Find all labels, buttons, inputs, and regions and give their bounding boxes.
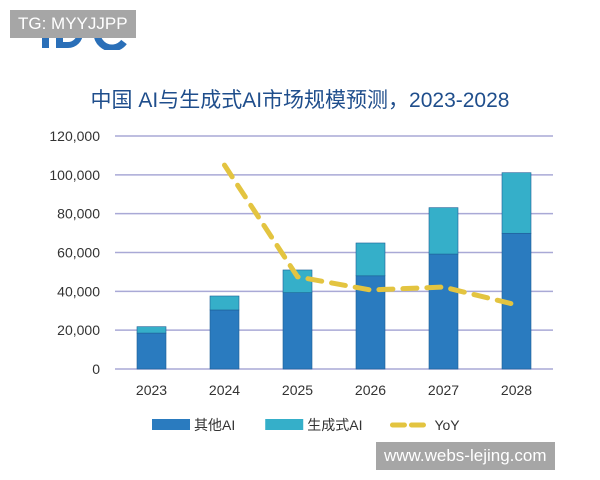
bar-生成式AI-2026: [355, 242, 386, 277]
x-tick-label: 2024: [209, 382, 240, 398]
legend-label: 其他AI: [194, 417, 235, 433]
y-tick-label: 0: [92, 361, 100, 377]
watermark-top: TG: MYYJJPP: [10, 10, 136, 38]
legend-label: YoY: [434, 417, 460, 433]
chart-title: 中国 AI与生成式AI市场规模预测，2023-2028: [90, 89, 510, 112]
bar-生成式AI-2028: [501, 172, 532, 234]
bar-生成式AI-2023: [136, 326, 167, 334]
x-tick-label: 2025: [282, 382, 313, 398]
y-tick-label: 80,000: [57, 206, 100, 222]
watermark-bottom: www.webs-lejing.com: [376, 442, 555, 470]
bar-其他AI-2025: [282, 292, 313, 370]
y-tick-label: 120,000: [49, 128, 100, 144]
y-tick-label: 60,000: [57, 245, 100, 261]
x-tick-label: 2027: [428, 382, 459, 398]
x-tick-label: 2026: [355, 382, 386, 398]
bar-其他AI-2027: [428, 253, 459, 370]
y-tick-label: 100,000: [49, 167, 100, 183]
legend-swatch: [265, 419, 304, 430]
legend-label: 生成式AI: [307, 417, 362, 433]
y-tick-label: 20,000: [57, 322, 100, 338]
bar-生成式AI-2024: [209, 295, 240, 311]
x-tick-label: 2023: [136, 382, 167, 398]
x-tick-label: 2028: [501, 382, 532, 398]
bar-其他AI-2023: [136, 332, 167, 370]
y-tick-label: 40,000: [57, 283, 100, 299]
line-YoY: [222, 162, 519, 308]
bar-生成式AI-2027: [428, 207, 459, 255]
bar-其他AI-2024: [209, 309, 240, 370]
legend-swatch: [152, 419, 190, 430]
